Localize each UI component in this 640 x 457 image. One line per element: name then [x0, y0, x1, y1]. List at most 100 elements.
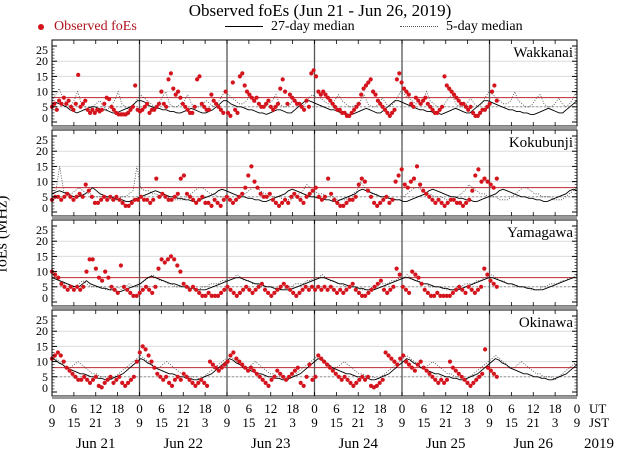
observed-point: [180, 101, 185, 106]
observed-point: [480, 371, 485, 376]
y-tick-label: 20: [36, 54, 48, 68]
observed-point: [473, 173, 478, 178]
observed-point: [214, 101, 219, 106]
observed-point: [319, 287, 324, 292]
observed-point: [149, 359, 154, 364]
observed-point: [362, 179, 367, 184]
observed-point: [408, 179, 413, 184]
x-tick-label-ut: 12: [264, 401, 277, 416]
x-tick-label-ut: 12: [439, 401, 452, 416]
observed-point: [375, 98, 380, 103]
observed-point: [310, 377, 315, 382]
observed-point: [395, 362, 400, 367]
ut-label: UT: [589, 401, 606, 416]
observed-point: [407, 290, 412, 295]
observed-point: [269, 377, 274, 382]
observed-point: [479, 179, 484, 184]
observed-point: [256, 101, 261, 106]
observed-point: [102, 194, 107, 199]
x-tick-label-jst: 15: [155, 415, 168, 430]
observed-point: [259, 281, 264, 286]
observed-point: [216, 104, 221, 109]
observed-point: [488, 278, 493, 283]
observed-point: [213, 365, 218, 370]
observed-point: [302, 107, 307, 112]
observed-point: [385, 290, 390, 295]
observed-point: [396, 173, 401, 178]
observed-point: [209, 293, 214, 298]
observed-point: [394, 266, 399, 271]
observed-point: [161, 377, 166, 382]
observed-point: [57, 98, 62, 103]
observed-point: [244, 284, 249, 289]
observed-point: [143, 347, 148, 352]
observed-point: [375, 281, 380, 286]
observed-point: [337, 107, 342, 112]
observed-point: [275, 101, 281, 106]
observed-point: [289, 371, 295, 376]
observed-point: [439, 377, 444, 382]
observed-point: [424, 368, 429, 373]
observed-point: [73, 374, 78, 379]
observed-point: [316, 353, 321, 358]
x-tick-label-ut: 6: [246, 401, 253, 416]
observed-point: [237, 194, 242, 199]
legend-27day-median: 27-day median: [225, 19, 355, 35]
observed-point: [399, 80, 404, 85]
x-tick-label-jst: 3: [289, 415, 296, 430]
y-tick-label: 0: [42, 381, 48, 395]
observed-point: [184, 191, 190, 196]
observed-point: [158, 374, 163, 379]
observed-point: [234, 197, 239, 202]
observed-point: [289, 194, 294, 199]
observed-point: [439, 200, 444, 205]
observed-point: [184, 374, 189, 379]
observed-point: [187, 377, 192, 382]
observed-point: [297, 290, 302, 295]
x-tick-label-ut: 6: [333, 401, 340, 416]
y-tick-label: 5: [42, 100, 48, 114]
observed-point: [366, 80, 371, 85]
x-tick-label-ut: 0: [486, 401, 493, 416]
x-tick-label-jst: 15: [417, 415, 430, 430]
observed-point: [249, 95, 254, 100]
observed-point: [322, 284, 327, 289]
observed-point: [248, 365, 254, 370]
observed-point: [55, 350, 61, 355]
observed-point: [460, 287, 465, 292]
observed-point: [382, 107, 388, 112]
observed-point: [175, 191, 180, 196]
observed-point: [457, 200, 463, 205]
twentyseven-day-median-line: [51, 358, 578, 381]
observed-point: [365, 374, 371, 379]
observed-point: [109, 104, 114, 109]
observed-point: [172, 194, 177, 199]
observed-point: [298, 197, 303, 202]
observed-point: [64, 365, 69, 370]
observed-point: [114, 194, 119, 199]
observed-point: [102, 380, 107, 385]
observed-point: [190, 110, 195, 115]
observed-point: [313, 74, 319, 79]
observed-point: [211, 98, 216, 103]
observed-point: [347, 197, 352, 202]
observed-point: [482, 176, 487, 181]
observed-point: [428, 104, 433, 109]
observed-point: [199, 101, 204, 106]
observed-point: [145, 101, 150, 106]
observed-point: [262, 287, 268, 292]
observed-point: [157, 194, 162, 199]
observed-point: [406, 92, 411, 97]
observed-point: [323, 92, 328, 97]
x-tick-label-jst: 21: [177, 415, 190, 430]
observed-point: [203, 293, 208, 298]
x-tick-label-jst: 3: [202, 415, 209, 430]
observed-point: [453, 368, 458, 373]
x-tick-label-jst: 3: [464, 415, 471, 430]
observed-point: [463, 290, 468, 295]
panel-separator: [52, 306, 577, 309]
observed-point: [281, 374, 286, 379]
observed-point: [304, 374, 309, 379]
observed-point: [402, 182, 407, 187]
observed-point: [325, 362, 330, 367]
